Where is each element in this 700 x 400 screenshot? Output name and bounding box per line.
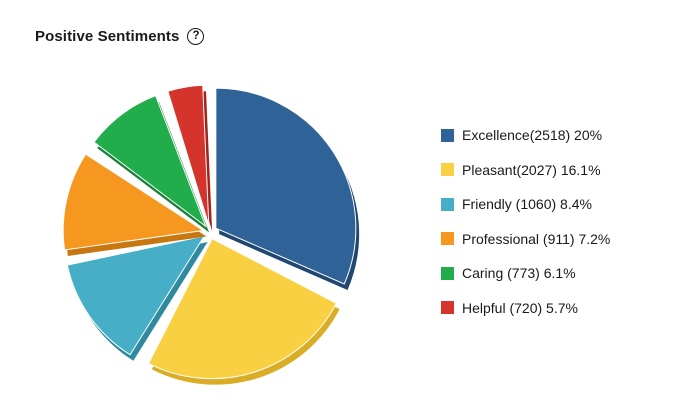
legend-label: Helpful (720) 5.7% (462, 299, 578, 316)
pie-slice-pleasant[interactable] (147, 237, 340, 385)
legend-label: Excellence(2518) 20% (462, 127, 603, 143)
legend-label: Friendly (1060) 8.4% (462, 196, 592, 213)
pie-slice-face (66, 235, 206, 356)
pie-slice-face (93, 95, 207, 228)
legend-label: Caring (773) 6.1% (462, 265, 576, 282)
legend-swatch (441, 128, 454, 142)
legend-swatch (441, 232, 454, 246)
legend-item-caring[interactable]: Caring (773) 6.1% (441, 264, 610, 282)
pie-slice-face (62, 153, 205, 251)
pie-slice-professional[interactable] (62, 153, 207, 256)
chart-legend: Excellence(2518) 20% Pleasant(2027) 16.1%… (441, 126, 610, 334)
pie-slice-face (167, 84, 210, 226)
chart-header: Positive Sentiments ? (35, 28, 205, 45)
legend-swatch (441, 301, 454, 315)
legend-label: Professional (911) 7.2% (462, 230, 611, 247)
pie-slice-helpful[interactable] (167, 84, 213, 232)
legend-label: Pleasant(2027) 16.1% (462, 161, 601, 178)
pie-slice-caring[interactable] (93, 95, 210, 233)
pie-slice-face (215, 87, 357, 285)
legend-swatch (441, 197, 454, 211)
legend-item-excellence[interactable]: Excellence(2518) 20% (441, 126, 610, 144)
legend-swatch (441, 163, 454, 177)
legend-item-pleasant[interactable]: Pleasant(2027) 16.1% (441, 161, 610, 179)
pie-slice-friendly[interactable] (66, 235, 208, 361)
legend-item-friendly[interactable]: Friendly (1060) 8.4% (441, 195, 610, 213)
legend-item-professional[interactable]: Professional (911) 7.2% (441, 230, 610, 248)
legend-swatch (441, 266, 454, 280)
help-circle-icon[interactable]: ? (187, 28, 205, 45)
legend-item-helpful[interactable]: Helpful (720) 5.7% (441, 299, 610, 317)
pie-slice-excellence[interactable] (215, 87, 360, 290)
pie-slice-face (147, 237, 337, 380)
chart-title: Positive Sentiments (35, 28, 180, 45)
help-glyph: ? (192, 29, 200, 42)
